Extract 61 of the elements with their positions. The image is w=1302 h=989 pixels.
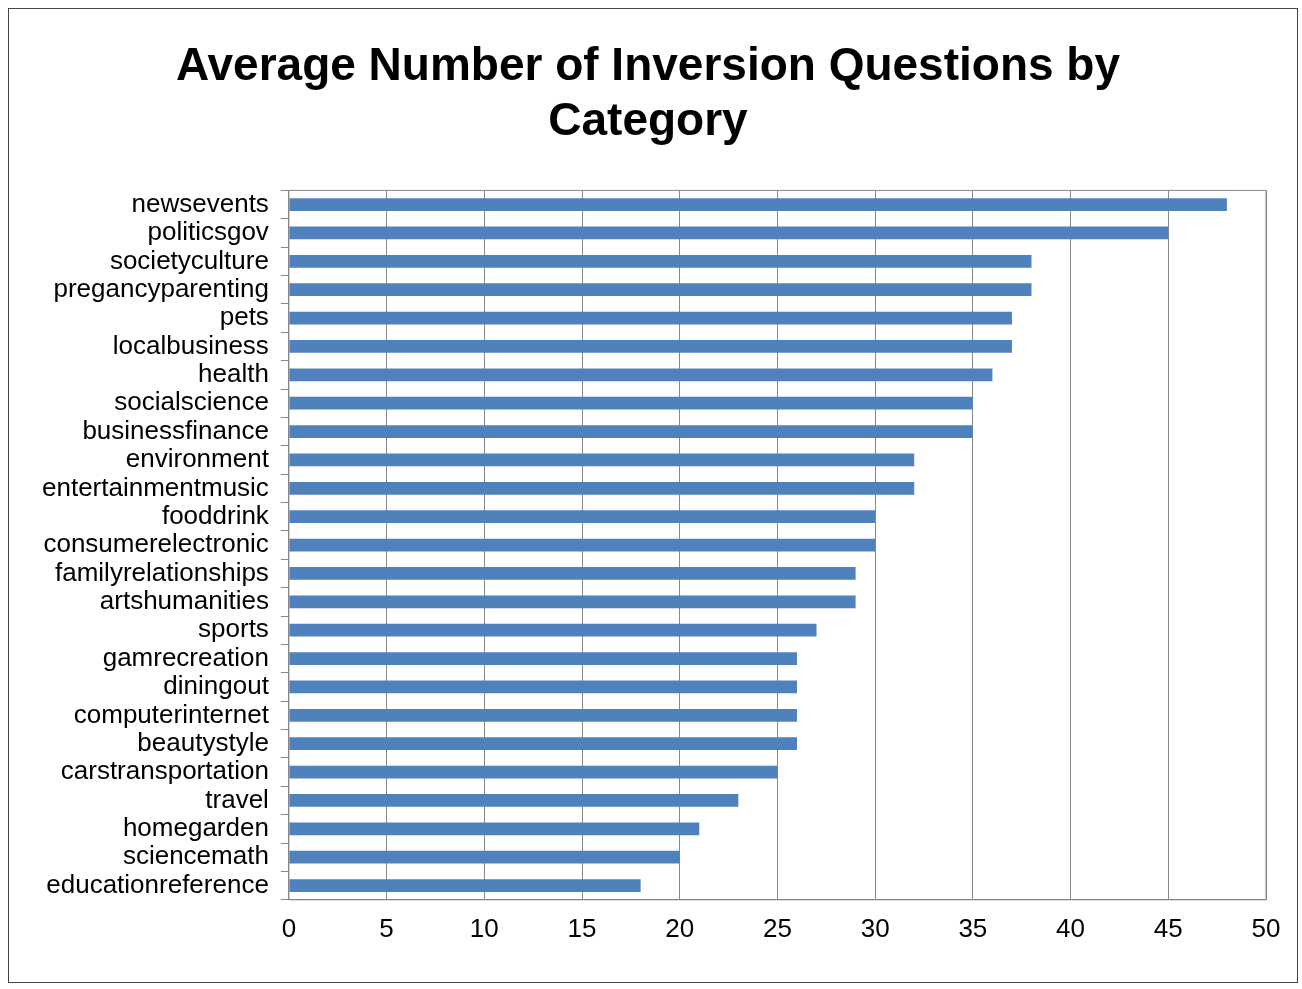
y-tick-label: entertainmentmusic <box>41 471 269 502</box>
bar <box>289 283 1032 297</box>
bar <box>289 198 1227 211</box>
bar <box>289 595 856 609</box>
bar <box>289 879 641 892</box>
y-tick-label: societyculture <box>109 244 269 275</box>
bar <box>289 822 700 836</box>
bar <box>289 538 876 552</box>
x-tick-label: 40 <box>1056 912 1086 943</box>
x-tick-label: 10 <box>469 912 499 943</box>
x-tick-label: 5 <box>379 912 394 943</box>
x-tick-label: 50 <box>1251 912 1281 943</box>
bar <box>289 481 915 495</box>
x-tick-label: 0 <box>281 912 297 943</box>
bar <box>289 623 817 637</box>
bar <box>289 765 778 779</box>
chart-title: Average Number of Inversion Questions by Category <box>175 38 1121 146</box>
y-tick-label: homegarden <box>122 812 269 843</box>
x-tick-label: 15 <box>567 912 597 943</box>
y-tick-label: pets <box>219 301 269 332</box>
bar <box>289 311 1012 325</box>
bar <box>289 368 993 382</box>
bar <box>289 680 797 694</box>
y-tick-label: beautystyle <box>137 726 269 757</box>
y-tick-label: educationreference <box>46 868 269 899</box>
bar <box>289 737 797 751</box>
y-tick-label: localbusiness <box>112 329 269 360</box>
bar <box>289 396 973 410</box>
bar <box>289 567 856 580</box>
bar <box>289 510 876 524</box>
y-tick-label: diningout <box>163 670 270 701</box>
y-tick-label: environment <box>125 443 270 474</box>
bar <box>289 453 915 467</box>
bar <box>289 708 797 722</box>
bar <box>289 254 1032 268</box>
y-tick-label: newsevents <box>131 187 269 218</box>
bar <box>289 652 797 665</box>
bar <box>289 794 739 807</box>
y-tick-label: travel <box>205 783 269 814</box>
y-tick-label: carstransportation <box>60 755 269 786</box>
x-tick-label: 25 <box>762 912 792 943</box>
y-tick-label: businessfinance <box>82 414 269 445</box>
x-tick-label: 35 <box>958 912 988 943</box>
y-tick-label: socialscience <box>114 386 269 417</box>
x-tick-label: 30 <box>860 912 890 943</box>
y-tick-label: consumerelectronic <box>43 528 269 559</box>
y-tick-label: politicsgov <box>147 216 269 247</box>
x-tick-label: 45 <box>1153 912 1183 943</box>
y-tick-label: artshumanities <box>99 585 269 616</box>
y-tick-label: computerinternet <box>73 698 270 729</box>
y-tick-label: familyrelationships <box>55 556 269 587</box>
x-tick-label: 20 <box>665 912 695 943</box>
bar <box>289 425 973 438</box>
y-tick-label: fooddrink <box>161 499 270 530</box>
y-tick-label: sciencemath <box>122 840 269 871</box>
y-tick-label: gamrecreation <box>102 641 269 672</box>
bar <box>289 850 680 864</box>
bar <box>289 226 1169 240</box>
y-tick-label: sports <box>198 613 269 644</box>
bar <box>289 340 1012 353</box>
y-tick-label: health <box>198 358 269 389</box>
